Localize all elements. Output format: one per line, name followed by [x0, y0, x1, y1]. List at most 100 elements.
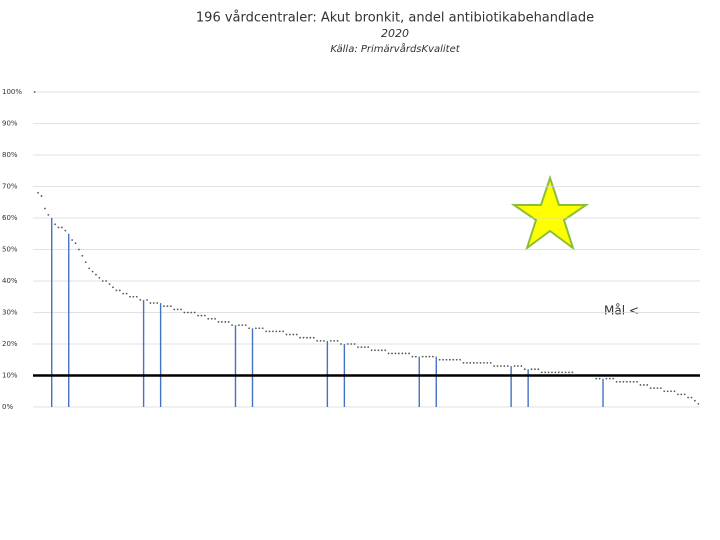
y-tick-label: 80%	[2, 151, 18, 159]
dot	[517, 365, 519, 367]
y-tick-label: 20%	[2, 340, 18, 348]
dot	[193, 311, 196, 314]
dot	[346, 343, 349, 345]
dot	[47, 213, 50, 216]
dot	[489, 362, 492, 364]
dot	[278, 330, 281, 333]
dot	[282, 330, 285, 333]
dot	[261, 327, 264, 330]
dot	[319, 339, 322, 342]
dot	[169, 305, 172, 308]
dot	[619, 380, 621, 383]
dot	[557, 371, 560, 374]
dot	[421, 355, 424, 358]
dot	[203, 314, 206, 317]
dot	[309, 336, 312, 339]
dot	[459, 358, 461, 361]
bar	[68, 233, 70, 407]
dot	[513, 365, 516, 367]
dot	[350, 343, 353, 345]
dot	[312, 336, 315, 339]
dot	[33, 91, 36, 93]
dot	[551, 371, 553, 374]
annotation: Mål <	[604, 304, 639, 318]
dot	[241, 324, 244, 326]
dot	[84, 261, 87, 263]
dot	[387, 352, 390, 355]
dot	[438, 358, 441, 361]
star	[510, 174, 590, 251]
dot	[54, 223, 57, 226]
dot	[663, 390, 666, 393]
dot	[380, 349, 383, 352]
dot	[496, 365, 499, 367]
dot	[666, 390, 669, 393]
dot	[74, 242, 77, 245]
dot	[200, 314, 203, 317]
dot	[316, 339, 319, 342]
dot	[374, 349, 376, 352]
dot	[132, 295, 135, 298]
dot	[642, 384, 645, 386]
dot	[146, 299, 148, 301]
dot	[40, 195, 43, 197]
dot	[156, 302, 159, 304]
y-tick-label: 50%	[2, 246, 18, 254]
dot	[476, 362, 478, 364]
dot	[64, 229, 67, 232]
dot	[220, 321, 223, 323]
dot	[105, 280, 108, 282]
y-tick-label: 90%	[2, 120, 18, 128]
dot	[370, 349, 373, 352]
dot	[394, 352, 397, 355]
dot	[469, 362, 472, 364]
dot	[479, 362, 482, 364]
dot	[115, 289, 118, 292]
dot	[163, 305, 165, 308]
dot	[670, 390, 672, 393]
dot	[340, 343, 342, 345]
dot	[656, 387, 659, 389]
dot	[428, 355, 431, 358]
dot	[547, 371, 550, 374]
dot	[357, 346, 359, 349]
dot	[615, 380, 618, 383]
dot	[636, 380, 638, 383]
dot	[336, 339, 339, 342]
source: Källa: PrimärvårdsKvalitet	[330, 42, 460, 55]
dot	[486, 362, 489, 364]
dot	[462, 362, 465, 364]
dot	[306, 336, 308, 339]
dot	[465, 362, 468, 364]
dot	[78, 248, 80, 251]
dot	[632, 380, 635, 383]
dot	[112, 286, 114, 289]
y-tick-label: 100%	[2, 88, 22, 96]
dot	[122, 292, 125, 295]
dot	[268, 330, 271, 333]
dot	[452, 358, 455, 361]
y-tick-label: 70%	[2, 183, 18, 191]
dot	[248, 327, 250, 330]
bar	[510, 366, 512, 407]
dot	[329, 339, 332, 342]
dot	[414, 355, 417, 358]
dot	[605, 377, 608, 380]
y-tick-label: 60%	[2, 214, 18, 222]
dot	[653, 387, 655, 389]
dot	[534, 368, 536, 371]
dot	[564, 371, 567, 374]
dot	[299, 336, 302, 339]
dot	[125, 292, 128, 295]
dot	[690, 396, 693, 399]
dot	[397, 352, 400, 355]
chart-title: 196 vårdcentraler: Akut bronkit, andel a…	[196, 11, 594, 26]
dot	[506, 365, 509, 367]
dot	[659, 387, 662, 389]
dot	[244, 324, 247, 326]
dot	[183, 311, 186, 314]
dot	[483, 362, 485, 364]
dot	[207, 317, 210, 320]
dot	[118, 289, 121, 292]
bar	[142, 299, 145, 407]
